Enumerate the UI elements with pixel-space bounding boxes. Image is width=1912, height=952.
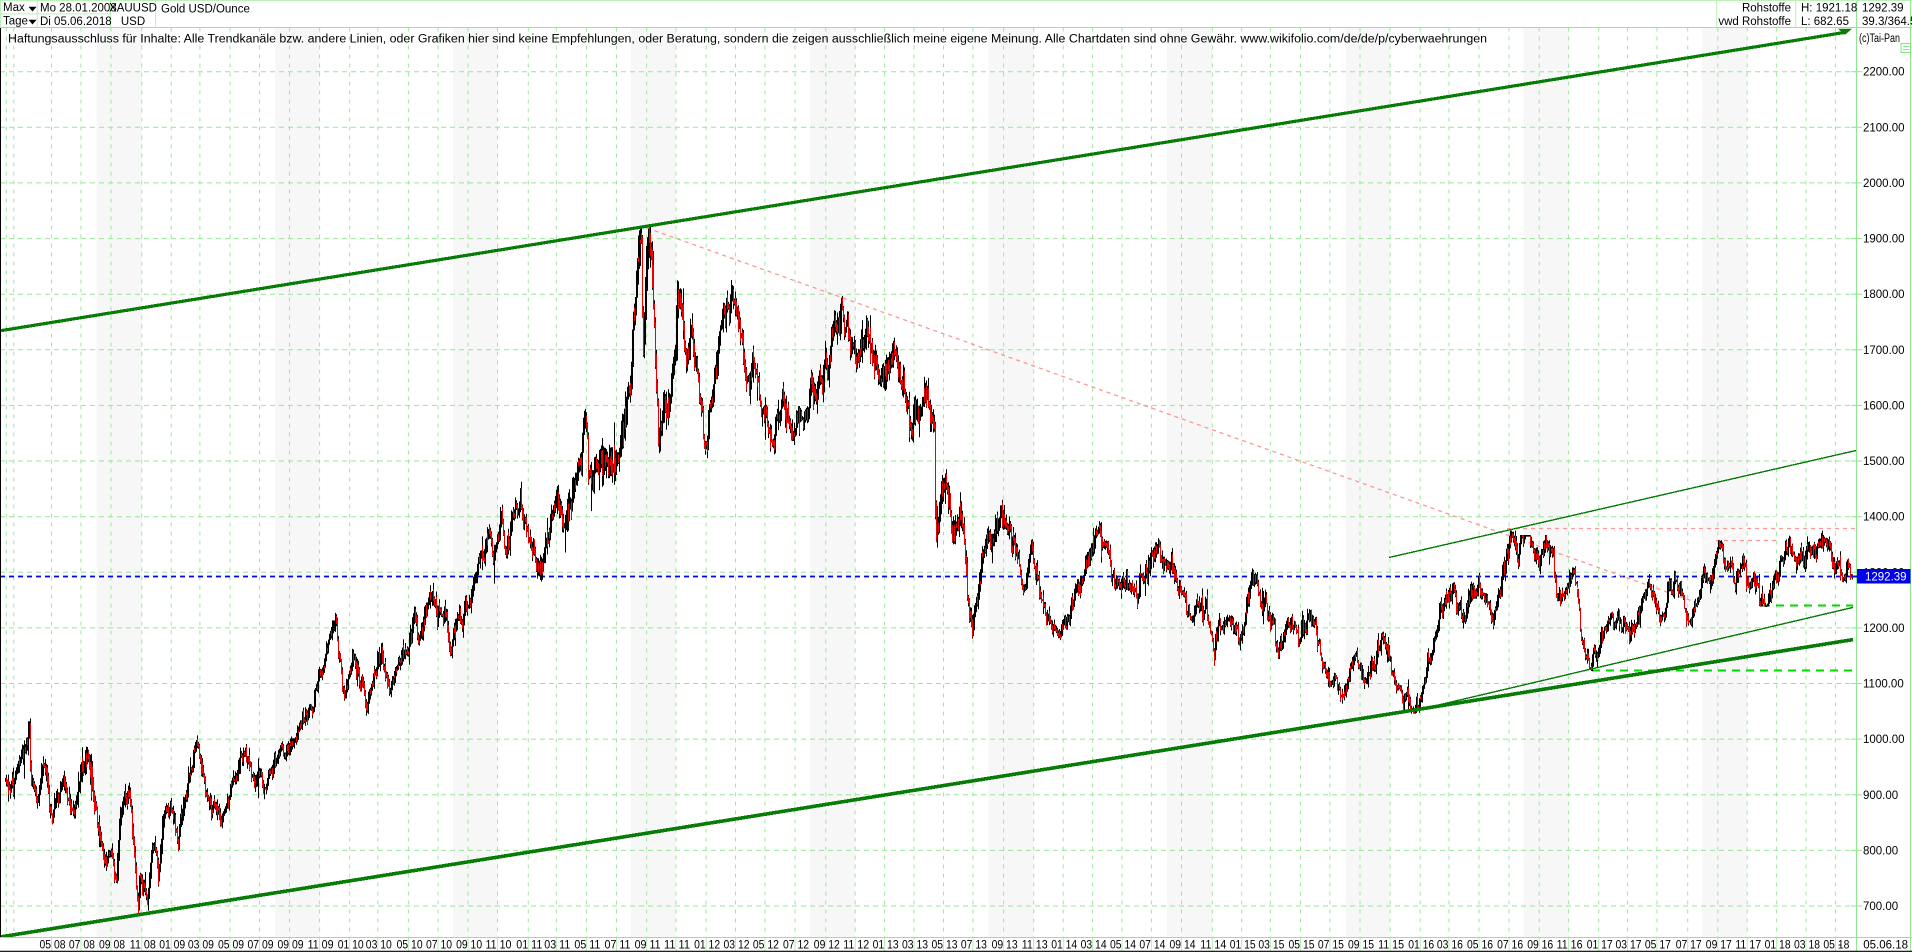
svg-text:01 17: 01 17 — [1587, 940, 1613, 952]
svg-text:03 16: 03 16 — [1437, 940, 1463, 952]
svg-text:(c)Tai-Pan: (c)Tai-Pan — [1859, 33, 1900, 45]
svg-text:1800.00: 1800.00 — [1863, 289, 1905, 301]
svg-text:01 11: 01 11 — [516, 940, 542, 952]
svg-text:01 16: 01 16 — [1408, 940, 1434, 952]
svg-text:11 10: 11 10 — [486, 940, 512, 952]
svg-text:05 11: 05 11 — [574, 940, 600, 952]
svg-text:05 10: 05 10 — [397, 940, 423, 952]
svg-text:800.00: 800.00 — [1863, 845, 1898, 857]
svg-text:09 11: 09 11 — [635, 940, 661, 952]
svg-text:1400.00: 1400.00 — [1863, 512, 1905, 524]
svg-text:01 14: 01 14 — [1051, 940, 1078, 952]
svg-text:07 10: 07 10 — [426, 940, 452, 952]
svg-text:1100.00: 1100.00 — [1863, 679, 1904, 691]
svg-text:11 11: 11 11 — [664, 940, 690, 952]
svg-text:07 13: 07 13 — [961, 940, 987, 952]
svg-text:07 17: 07 17 — [1676, 940, 1702, 952]
svg-text:2100.00: 2100.00 — [1863, 122, 1905, 134]
svg-text:01 10: 01 10 — [338, 940, 364, 952]
svg-text:Rohstoffe: Rohstoffe — [1742, 3, 1791, 15]
svg-text:05 18: 05 18 — [1823, 940, 1849, 952]
svg-text:03 18: 03 18 — [1794, 940, 1820, 952]
svg-text:03 09: 03 09 — [188, 940, 214, 952]
svg-text:H: 1921.18: H: 1921.18 — [1801, 3, 1857, 15]
svg-text:1292.39: 1292.39 — [1865, 572, 1907, 584]
svg-text:1000.00: 1000.00 — [1863, 734, 1905, 746]
svg-text:01 15: 01 15 — [1230, 940, 1256, 952]
svg-text:03 10: 03 10 — [366, 940, 392, 952]
svg-text:Max: Max — [3, 2, 25, 14]
svg-text:11 17: 11 17 — [1735, 940, 1761, 952]
svg-text:Di 05.06.2018: Di 05.06.2018 — [40, 16, 112, 28]
svg-text:Mo 28.01.2008: Mo 28.01.2008 — [40, 3, 117, 15]
svg-text:700.00: 700.00 — [1863, 901, 1898, 913]
svg-text:1500.00: 1500.00 — [1863, 456, 1905, 468]
svg-text:1700.00: 1700.00 — [1863, 345, 1905, 357]
svg-text:07 15: 07 15 — [1318, 940, 1344, 952]
svg-text:11 16: 11 16 — [1557, 940, 1583, 952]
svg-text:03 17: 03 17 — [1616, 940, 1642, 952]
svg-text:USD: USD — [121, 16, 145, 28]
svg-text:03 13: 03 13 — [902, 940, 928, 952]
svg-text:05.06.18: 05.06.18 — [1863, 940, 1908, 952]
svg-text:05 08: 05 08 — [40, 940, 66, 952]
svg-text:03 12: 03 12 — [724, 940, 750, 952]
svg-text:05 16: 05 16 — [1467, 940, 1493, 952]
svg-text:11 12: 11 12 — [843, 940, 869, 952]
svg-text:07 08: 07 08 — [69, 940, 95, 952]
svg-text:1200.00: 1200.00 — [1863, 623, 1905, 635]
svg-text:05 09: 05 09 — [218, 940, 244, 952]
svg-text:11 08: 11 08 — [130, 940, 156, 952]
svg-text:39.3/364.5: 39.3/364.5 — [1862, 16, 1912, 28]
svg-text:2200.00: 2200.00 — [1863, 67, 1905, 79]
svg-text:09 09: 09 09 — [278, 940, 304, 952]
svg-text:1600.00: 1600.00 — [1863, 400, 1905, 412]
svg-text:09 13: 09 13 — [992, 940, 1018, 952]
svg-text:01 13: 01 13 — [873, 940, 899, 952]
svg-text:vwd Rohstoffe: vwd Rohstoffe — [1718, 16, 1791, 28]
svg-text:05 13: 05 13 — [932, 940, 958, 952]
svg-text:11 13: 11 13 — [1022, 940, 1048, 952]
svg-text:07 09: 07 09 — [248, 940, 274, 952]
svg-text:09 14: 09 14 — [1170, 940, 1197, 952]
svg-text:Haftungsausschluss für Inhalte: Haftungsausschluss für Inhalte: Alle Tre… — [8, 34, 1487, 46]
svg-text:L: 682.65: L: 682.65 — [1801, 16, 1849, 28]
svg-text:09 16: 09 16 — [1527, 940, 1553, 952]
svg-text:900.00: 900.00 — [1863, 790, 1898, 802]
svg-text:2000.00: 2000.00 — [1863, 178, 1905, 190]
svg-text:05 12: 05 12 — [753, 940, 779, 952]
svg-text:1900.00: 1900.00 — [1863, 234, 1905, 246]
svg-text:Gold USD/Ounce: Gold USD/Ounce — [161, 4, 250, 16]
svg-text:11 14: 11 14 — [1200, 940, 1227, 952]
svg-text:09 10: 09 10 — [456, 940, 482, 952]
svg-text:Tage: Tage — [3, 16, 28, 28]
svg-text:1292.39: 1292.39 — [1862, 3, 1904, 15]
svg-text:01 09: 01 09 — [159, 940, 185, 952]
svg-text:11 09: 11 09 — [308, 940, 334, 952]
svg-text:07 16: 07 16 — [1497, 940, 1523, 952]
svg-text:05 17: 05 17 — [1645, 940, 1671, 952]
svg-text:09 17: 09 17 — [1706, 940, 1732, 952]
svg-text:03 11: 03 11 — [544, 940, 570, 952]
svg-text:07 14: 07 14 — [1139, 940, 1166, 952]
svg-text:XAUUSD: XAUUSD — [109, 3, 157, 15]
svg-text:09 08: 09 08 — [99, 940, 125, 952]
svg-text:09 12: 09 12 — [814, 940, 840, 952]
svg-text:11 15: 11 15 — [1378, 940, 1404, 952]
svg-text:07 12: 07 12 — [783, 940, 809, 952]
svg-text:07 11: 07 11 — [605, 940, 631, 952]
svg-text:05 14: 05 14 — [1110, 940, 1137, 952]
svg-text:09 15: 09 15 — [1348, 940, 1374, 952]
svg-text:05 15: 05 15 — [1289, 940, 1315, 952]
svg-text:01 12: 01 12 — [694, 940, 720, 952]
svg-text:01 18: 01 18 — [1765, 940, 1791, 952]
svg-text:-: - — [1838, 939, 1842, 951]
svg-text:03 14: 03 14 — [1081, 940, 1108, 952]
svg-text:03 15: 03 15 — [1258, 940, 1284, 952]
